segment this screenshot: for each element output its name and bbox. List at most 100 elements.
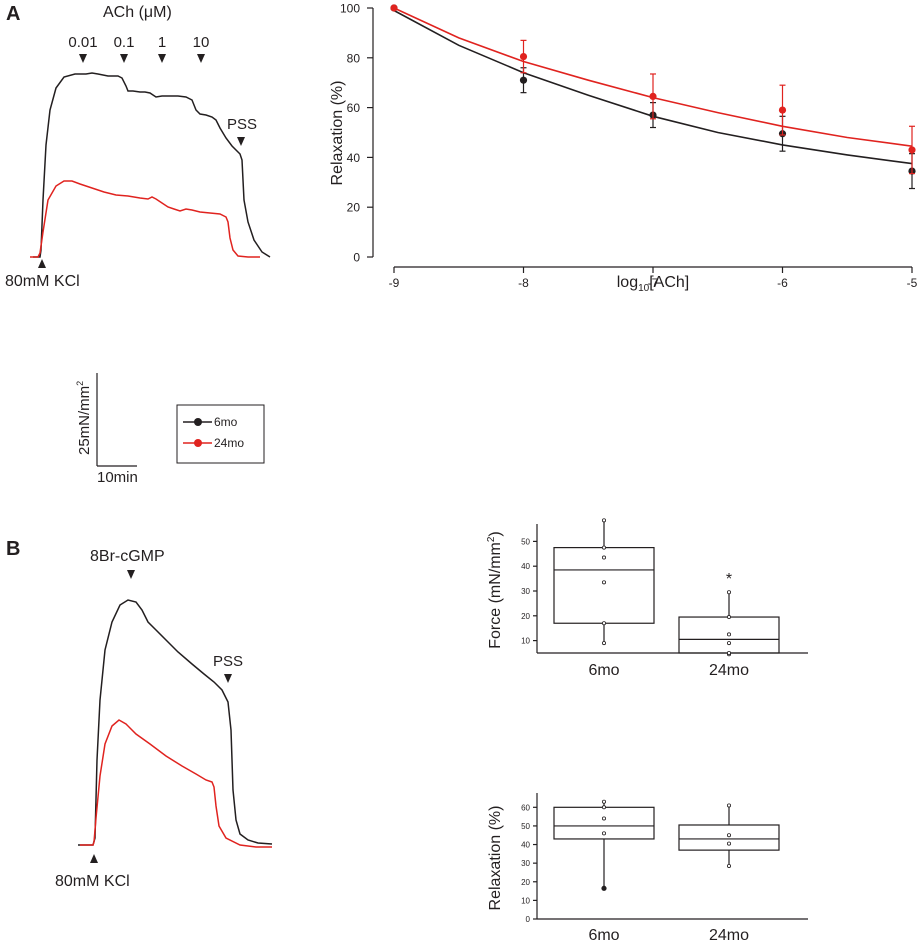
y-axis-label: Relaxation (%) [329, 81, 346, 186]
ach-label: ACh (μM) [103, 4, 172, 21]
y-tick-label: 80 [347, 51, 361, 65]
y-ticks: 10 20 30 40 50 [521, 537, 537, 646]
trace-b-6mo [78, 599, 273, 846]
y-tick-label: 60 [347, 101, 361, 115]
x-tick-label: -9 [389, 276, 400, 290]
panel-label-a: A [6, 3, 20, 25]
scale-bar: 25mN/mm2 10min [75, 373, 138, 486]
y-tick-label: 20 [521, 878, 530, 887]
y-tick-label: 60 [521, 803, 530, 812]
trace-a-24mo [30, 180, 260, 258]
legend-box [176, 404, 265, 464]
cgmp-label: 8Br-cGMP [90, 548, 165, 565]
dose-label: 1 [158, 34, 166, 51]
box-iqr [678, 824, 780, 851]
category-label: 6mo [588, 927, 619, 942]
kcl-arrow-icon [90, 854, 98, 863]
y-tick-label: 30 [521, 587, 530, 596]
data-point [727, 590, 732, 595]
cgmp-arrow-icon [127, 570, 135, 579]
data-point [602, 580, 607, 585]
legend-item-6mo: 6mo [183, 415, 238, 429]
legend: 6mo 24mo [176, 404, 265, 464]
y-tick-label: 10 [521, 637, 530, 646]
data-point-24mo [519, 52, 528, 61]
data-point [602, 621, 607, 626]
data-point [727, 615, 732, 620]
y-axis-label: Relaxation (%) [487, 806, 504, 911]
y-tick-label: 20 [521, 612, 530, 621]
x-ticks: -9 -8 -7 -6 -5 [389, 267, 918, 290]
y-tick-label: 40 [521, 841, 530, 850]
data-point [727, 841, 732, 846]
x-axis-label: log10[ACh] [617, 274, 690, 294]
force-scale-label: 25mN/mm2 [75, 381, 93, 455]
y-tick-label: 50 [521, 822, 530, 831]
data-point [727, 651, 732, 656]
pss-arrow-icon [237, 137, 245, 146]
y-tick-label: 40 [347, 151, 361, 165]
y-tick-label: 100 [340, 2, 360, 16]
dose-label: 0.1 [114, 34, 135, 51]
data-point [602, 831, 607, 836]
data-point [602, 545, 607, 550]
y-tick-label: 0 [526, 915, 531, 924]
data-point [727, 641, 732, 646]
y-tick-label: 50 [521, 537, 530, 546]
data-point [602, 799, 607, 804]
data-point [727, 803, 732, 808]
pss-arrow-icon [224, 674, 232, 683]
x-tick-label: -7 [648, 276, 659, 290]
data-point [727, 863, 732, 868]
data-point [602, 816, 607, 821]
y-tick-label: 10 [521, 896, 530, 905]
y-axis-label: Force (mN/mm2) [486, 531, 504, 649]
dose-arrow-icon [79, 54, 87, 63]
panel-label-b: B [6, 538, 20, 560]
panel-b-trace: B 8Br-cGMP PSS 80mM KCl [6, 538, 273, 890]
dose-arrow-icon [120, 54, 128, 63]
outlier-point [601, 885, 607, 891]
pss-label: PSS [227, 116, 257, 133]
category-label: 24mo [709, 927, 749, 942]
dose-arrow-icon [158, 54, 166, 63]
panel-a-trace: A ACh (μM) 0.01 0.1 1 10 PSS 80mM KCl [5, 3, 271, 290]
trace-a-6mo [33, 72, 271, 258]
data-point [602, 518, 607, 523]
x-tick-label: -8 [518, 276, 529, 290]
time-scale-label: 10min [97, 469, 138, 486]
y-tick-label: 40 [521, 562, 530, 571]
kcl-label: 80mM KCl [5, 273, 80, 290]
data-point-24mo [390, 4, 398, 12]
data-point-6mo [519, 76, 528, 84]
data-point [727, 833, 732, 838]
force-box-plot: 10 20 30 40 50 Force (mN/mm2) 6mo 24mo * [486, 518, 808, 679]
kcl-arrow-icon [38, 259, 46, 268]
boxes-layer [553, 518, 780, 657]
dose-response-chart: 0 20 40 60 80 100 -9 -8 -7 -6 -5 Relaxation (%) l… [329, 2, 918, 295]
category-label: 24mo [709, 662, 749, 679]
relaxation-box-plot: 0 10 20 30 40 50 60 Relaxation (%) 6mo 24mo [487, 793, 808, 942]
legend-item-24mo: 24mo [183, 436, 244, 450]
data-point [602, 641, 607, 646]
dose-label: 0.01 [68, 34, 97, 51]
x-tick-label: -5 [907, 276, 918, 290]
trace-b-24mo [80, 719, 272, 848]
y-tick-label: 20 [347, 201, 361, 215]
boxes-layer [553, 799, 780, 891]
x-tick-label: -6 [777, 276, 788, 290]
legend-marker [194, 418, 202, 426]
y-ticks: 0 10 20 30 40 50 60 [521, 803, 537, 924]
y-ticks: 0 20 40 60 80 100 [340, 2, 373, 265]
series-layer [390, 4, 916, 190]
dose-arrow-icon [197, 54, 205, 63]
data-point [602, 555, 607, 560]
data-point-24mo [908, 146, 916, 154]
y-tick-label: 0 [353, 251, 360, 265]
significance-marker: * [726, 571, 732, 588]
dose-label: 10 [193, 34, 210, 51]
kcl-label: 80mM KCl [55, 873, 130, 890]
legend-label: 24mo [214, 436, 244, 450]
data-point [602, 805, 607, 810]
